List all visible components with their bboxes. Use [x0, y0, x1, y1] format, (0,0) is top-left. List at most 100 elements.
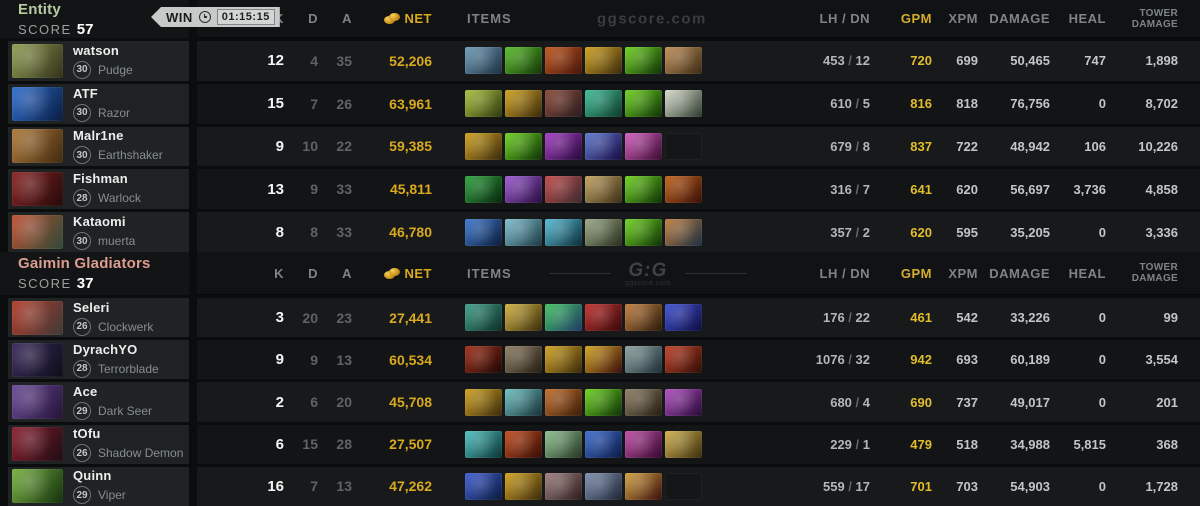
player-name: ATF	[73, 85, 98, 101]
player-card-ace[interactable]: Ace 29 Dark Seer	[8, 382, 189, 422]
item-icon[interactable]	[545, 90, 582, 118]
item-icon[interactable]	[585, 388, 622, 416]
player-row-seleri[interactable]: Seleri 26 Clockwerk 3 20 23 27,441 176 / 22 461 5…	[0, 295, 1200, 338]
item-icon[interactable]	[585, 218, 622, 246]
item-icon[interactable]	[505, 346, 542, 374]
item-icon[interactable]	[625, 388, 662, 416]
item-icon[interactable]	[625, 132, 662, 160]
heal-value: 0	[1098, 224, 1106, 240]
item-icon[interactable]	[545, 304, 582, 332]
item-icon[interactable]	[545, 472, 582, 500]
item-icon[interactable]	[585, 175, 622, 203]
item-icon[interactable]	[465, 132, 502, 160]
item-icon[interactable]	[625, 218, 662, 246]
player-card-seleri[interactable]: Seleri 26 Clockwerk	[8, 298, 189, 338]
hero-line: 30 Earthshaker	[73, 146, 163, 165]
player-row-ace[interactable]: Ace 29 Dark Seer 2 6 20 45,708 680 / 4 690 737 49,…	[0, 379, 1200, 422]
lasthits-denies-value: 176 / 22	[705, 310, 873, 325]
damage-value: 33,226	[1010, 310, 1050, 326]
deaths-value: 7	[310, 95, 318, 112]
item-icon[interactable]	[585, 47, 622, 75]
item-icon[interactable]	[505, 132, 542, 160]
player-card-malr1ne[interactable]: Malr1ne 30 Earthshaker	[8, 126, 189, 167]
player-row-malr1ne[interactable]: Malr1ne 30 Earthshaker 9 10 22 59,385 679 / 8 83…	[0, 123, 1200, 167]
item-icon[interactable]	[585, 90, 622, 118]
item-icon[interactable]	[465, 218, 502, 246]
item-icon[interactable]	[465, 90, 502, 118]
item-icon[interactable]	[465, 175, 502, 203]
item-icon[interactable]	[665, 346, 702, 374]
player-card-watson[interactable]: watson 30 Pudge	[8, 41, 189, 81]
item-icon[interactable]	[505, 304, 542, 332]
item-icon[interactable]	[665, 47, 702, 75]
player-row-tofu[interactable]: tOfu 26 Shadow Demon 6 15 28 27,507 229 / 1 479 5…	[0, 421, 1200, 464]
stats-column-headers: K D A NET ITEMS G:G ggscore.com LH / DN GPM XPM DA…	[197, 252, 1200, 295]
item-icon[interactable]	[545, 175, 582, 203]
item-icon[interactable]	[505, 472, 542, 500]
item-icon[interactable]	[665, 90, 702, 118]
player-card-quinn[interactable]: Quinn 29 Viper	[8, 466, 189, 506]
kills-value: 3	[275, 309, 284, 327]
hero-name: Earthshaker	[98, 148, 163, 163]
item-icon[interactable]	[665, 388, 702, 416]
gpm-value: 461	[910, 310, 932, 326]
item-icon[interactable]	[625, 430, 662, 458]
item-icon[interactable]	[585, 472, 622, 500]
item-icon[interactable]	[545, 132, 582, 160]
player-row-quinn[interactable]: Quinn 29 Viper 16 7 13 47,262 559 / 17 701 703 54,…	[0, 463, 1200, 506]
item-icon[interactable]	[665, 218, 702, 246]
item-icon[interactable]	[545, 430, 582, 458]
player-card-kataomi[interactable]: Kataomi 30 muerta	[8, 212, 189, 252]
denies-value: 32	[855, 352, 870, 368]
item-icon[interactable]	[665, 175, 702, 203]
item-icon[interactable]	[585, 132, 622, 160]
item-icon[interactable]	[625, 90, 662, 118]
lh-dn-separator: /	[844, 478, 856, 494]
column-header-damage: DAMAGE	[989, 11, 1050, 26]
item-icon[interactable]	[585, 430, 622, 458]
assists-value: 23	[336, 309, 352, 326]
item-icon[interactable]	[465, 304, 502, 332]
item-icon[interactable]	[465, 472, 502, 500]
item-icon[interactable]	[505, 388, 542, 416]
item-icon[interactable]	[665, 304, 702, 332]
item-icon[interactable]	[665, 430, 702, 458]
item-icon[interactable]	[465, 47, 502, 75]
item-icon[interactable]	[625, 175, 662, 203]
item-icon[interactable]	[585, 346, 622, 374]
player-row-atf[interactable]: ATF 30 Razor 15 7 26 63,961 610 / 5 816 818 76,756…	[0, 80, 1200, 124]
item-icon[interactable]	[465, 388, 502, 416]
player-card-tofu[interactable]: tOfu 26 Shadow Demon	[8, 424, 189, 464]
item-icon[interactable]	[545, 388, 582, 416]
gpm-value: 720	[910, 53, 932, 69]
item-icon[interactable]	[505, 90, 542, 118]
item-icon[interactable]	[465, 430, 502, 458]
player-row-fishman[interactable]: Fishman 28 Warlock 13 9 33 45,811 316 / 7 641 620…	[0, 166, 1200, 210]
item-icon[interactable]	[465, 346, 502, 374]
item-icon[interactable]	[545, 47, 582, 75]
item-icon[interactable]	[505, 47, 542, 75]
xpm-value: 518	[956, 436, 978, 452]
item-icon[interactable]	[545, 346, 582, 374]
item-icon[interactable]	[545, 218, 582, 246]
player-row-dyrachyo[interactable]: DyrachYO 28 Terrorblade 9 9 13 60,534 1076 / 32…	[0, 337, 1200, 380]
score-label: SCORE	[18, 276, 72, 291]
heal-value: 0	[1098, 478, 1106, 494]
player-card-dyrachyo[interactable]: DyrachYO 28 Terrorblade	[8, 340, 189, 380]
item-icon[interactable]	[625, 304, 662, 332]
lasthits-denies-value: 679 / 8	[705, 139, 873, 154]
item-icon[interactable]	[505, 218, 542, 246]
item-icon[interactable]	[625, 47, 662, 75]
item-icon[interactable]	[505, 175, 542, 203]
tower-damage-value: 368	[1156, 436, 1178, 452]
player-card-fishman[interactable]: Fishman 28 Warlock	[8, 169, 189, 210]
item-icon[interactable]	[625, 346, 662, 374]
column-header-heal: HEAL	[1068, 11, 1106, 26]
player-row-kataomi[interactable]: Kataomi 30 muerta 8 8 33 46,780 357 / 2 620 595 35…	[0, 209, 1200, 252]
player-row-watson[interactable]: watson 30 Pudge 12 4 35 52,206 453 / 12 720 699 50…	[0, 38, 1200, 81]
item-icon[interactable]	[505, 430, 542, 458]
item-icon[interactable]	[585, 304, 622, 332]
player-card-atf[interactable]: ATF 30 Razor	[8, 83, 189, 124]
denies-value: 17	[855, 478, 870, 494]
item-icon[interactable]	[625, 472, 662, 500]
